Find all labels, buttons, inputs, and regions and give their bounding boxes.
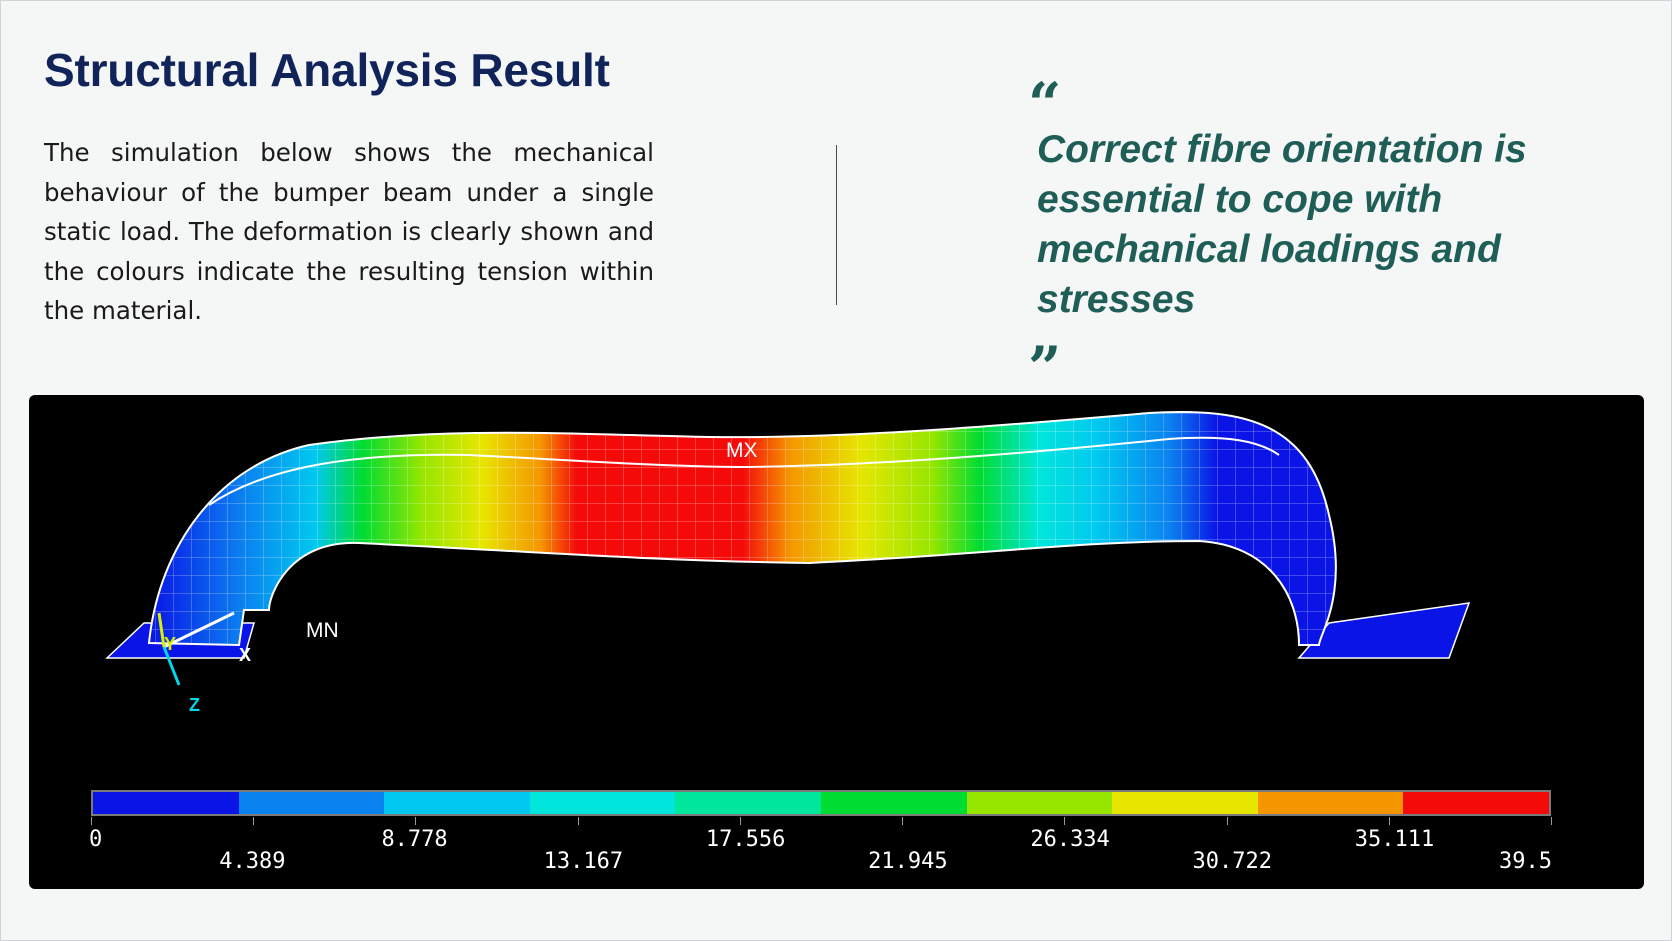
- description-text: The simulation below shows the mechanica…: [44, 138, 654, 325]
- open-quote-icon: “: [1028, 70, 1062, 138]
- max-marker-label: MX: [726, 439, 758, 462]
- legend-color-band: [529, 792, 676, 814]
- legend-tick-mark: [91, 817, 92, 825]
- legend-tick-label: 17.556: [705, 827, 786, 852]
- legend-tick-label: 35.111: [1354, 827, 1435, 852]
- legend-tick-mark: [1226, 817, 1228, 825]
- legend-tick-label: 21.945: [868, 849, 948, 874]
- legend-tick-label: 0: [89, 827, 103, 852]
- legend-tick-mark: [1064, 817, 1066, 825]
- axis-z-label: Z: [189, 695, 200, 715]
- legend-tick-mark: [415, 817, 417, 825]
- close-quote-icon: ”: [1028, 334, 1062, 402]
- legend-tick-mark: [1551, 817, 1552, 825]
- legend-tick-label: 30.722: [1192, 849, 1273, 874]
- legend-color-band: [1112, 792, 1258, 814]
- legend-tick-mark: [1388, 817, 1390, 825]
- axis-y-label: Y: [164, 634, 177, 654]
- legend-tick-mark: [739, 817, 741, 825]
- stress-legend-colorbar: [91, 790, 1551, 816]
- legend-tick-mark: [253, 817, 255, 825]
- legend-tick-label: 8.778: [381, 827, 448, 852]
- legend-color-band: [820, 792, 967, 814]
- bumper-beam-render: [105, 410, 1471, 686]
- legend-color-band: [675, 792, 821, 814]
- page-title: Structural Analysis Result: [44, 44, 610, 96]
- vertical-divider: [836, 145, 837, 305]
- legend-color-band: [238, 792, 385, 814]
- legend-color-band: [1403, 792, 1549, 814]
- legend-tick-label: 4.389: [219, 849, 286, 874]
- legend-tick-label: 13.167: [543, 849, 624, 874]
- pull-quote: Correct fibre orientation is essential t…: [1037, 128, 1527, 321]
- legend-color-band: [966, 792, 1113, 814]
- simulation-panel: MX MN Y X Z 0 4.389 8.778 13.167 17.556 21.94…: [29, 395, 1644, 889]
- legend-tick-mark: [577, 817, 579, 825]
- legend-color-band: [1257, 792, 1404, 814]
- legend-tick-mark: [902, 817, 904, 825]
- legend-color-band: [93, 792, 239, 814]
- axis-x-label: X: [239, 645, 252, 665]
- legend-color-band: [384, 792, 530, 814]
- legend-tick-label: 26.334: [1030, 827, 1110, 852]
- min-marker-label: MN: [306, 619, 339, 642]
- legend-tick-label: 39.5: [1499, 849, 1552, 874]
